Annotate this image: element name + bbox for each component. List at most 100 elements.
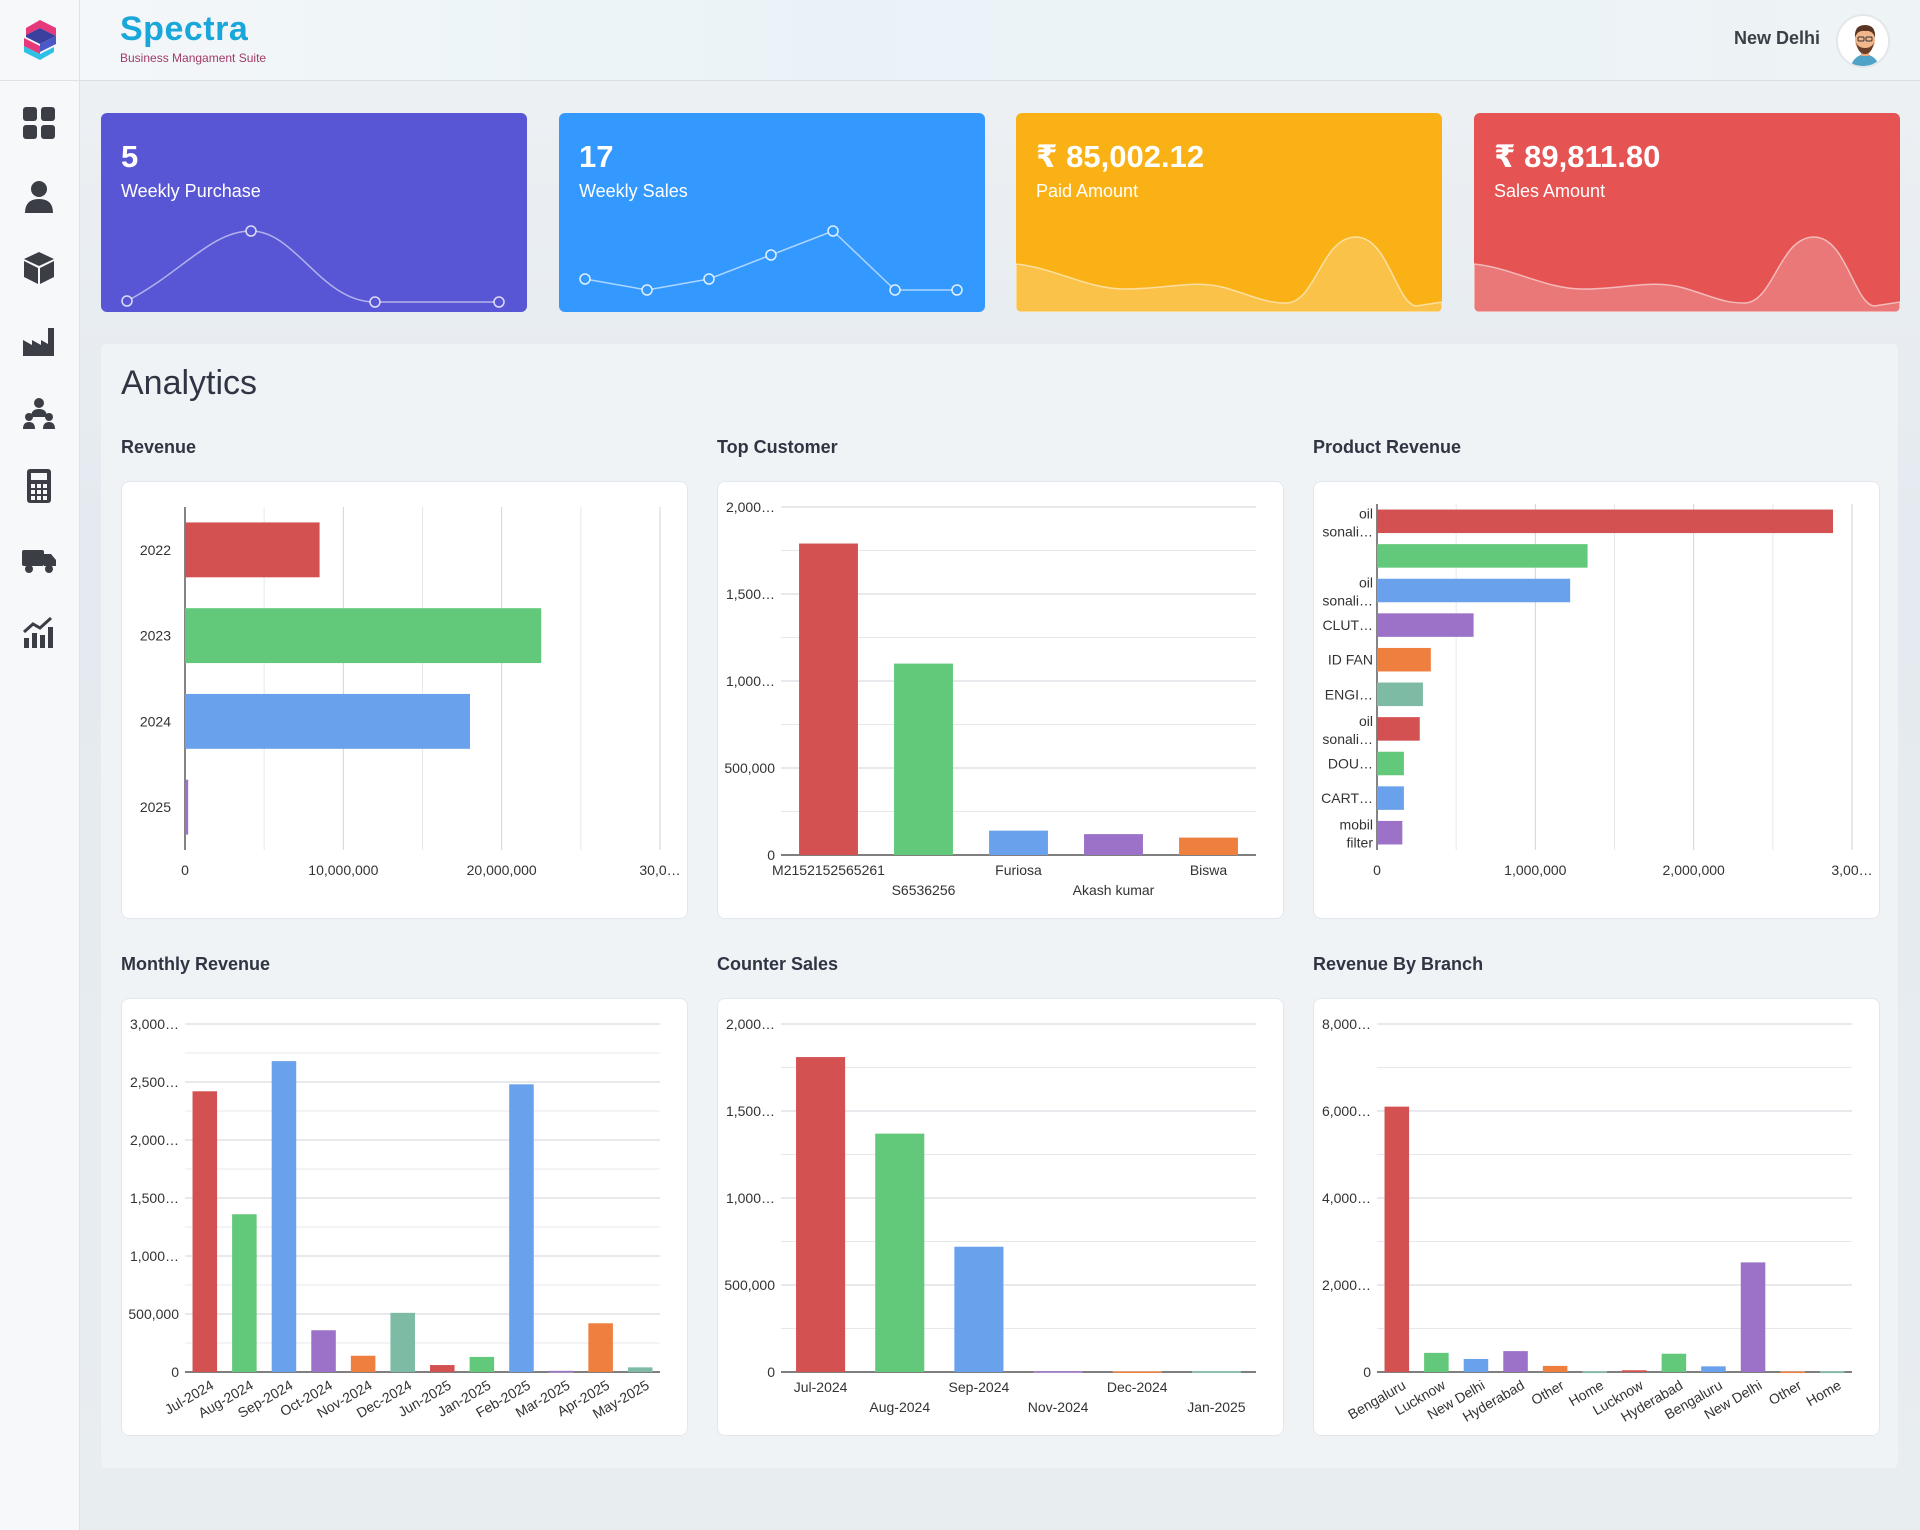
bar[interactable] (1377, 751, 1404, 776)
bar[interactable] (799, 543, 858, 855)
bar[interactable] (627, 1367, 653, 1372)
sidebar-item-delivery-truck[interactable] (20, 540, 58, 578)
bar[interactable] (232, 1214, 257, 1372)
bar[interactable] (1740, 1262, 1766, 1372)
bar[interactable] (1377, 717, 1420, 741)
sidebar-item-growth-chart[interactable] (20, 614, 58, 652)
bar[interactable] (1377, 786, 1404, 810)
category-label: Nov-2024 (1028, 1399, 1089, 1415)
bar[interactable] (1112, 1371, 1162, 1373)
bar[interactable] (894, 663, 953, 855)
bar[interactable] (1542, 1365, 1568, 1372)
tick-label: 500,000 (724, 1277, 775, 1293)
bar[interactable] (185, 522, 320, 578)
bar[interactable] (1582, 1371, 1607, 1374)
chart-product-revenue: 0 1,000,000 2,000,000 3,00… oil sonali… oil son… (1321, 504, 1873, 878)
bar[interactable] (1377, 820, 1403, 845)
sparkline (121, 225, 505, 308)
bar[interactable] (1084, 834, 1143, 855)
tick-label: 500,000 (724, 760, 775, 776)
sidebar-item-box[interactable] (20, 249, 58, 287)
sidebar-item-factory[interactable] (20, 322, 58, 360)
bar[interactable] (796, 1057, 846, 1372)
bar[interactable] (954, 1246, 1004, 1372)
team-icon (23, 398, 55, 429)
category-label: Furiosa (995, 862, 1042, 878)
factory-icon (23, 328, 54, 356)
tick-label: 4,000… (1322, 1190, 1371, 1206)
category-label: 2025 (140, 799, 171, 815)
sparkline-point (369, 296, 381, 308)
user-icon (25, 181, 53, 213)
bar[interactable] (588, 1323, 613, 1372)
bar[interactable] (1377, 509, 1833, 534)
category-label: 2024 (140, 713, 171, 729)
sidebar-item-dashboard-grid[interactable] (20, 104, 58, 142)
bar[interactable] (1384, 1106, 1410, 1372)
bar[interactable] (1033, 1371, 1083, 1373)
bar[interactable] (875, 1133, 925, 1372)
tick-label: 2,000,000 (1663, 862, 1725, 878)
tick-label: 1,500… (726, 586, 775, 602)
analytics-title: Analytics (121, 364, 258, 402)
bar[interactable] (185, 779, 189, 835)
sidebar (0, 0, 80, 1530)
chart-panel-top-customer: 0 500,000 1,000… 1,500… 2,000… M2152152565261… (717, 481, 1284, 919)
bar[interactable] (311, 1330, 336, 1372)
bar[interactable] (469, 1356, 495, 1372)
bar[interactable] (1503, 1351, 1528, 1372)
sidebar-item-user[interactable] (20, 177, 58, 215)
tick-label: 0 (171, 1364, 179, 1380)
category-label: 2023 (140, 628, 171, 644)
tick-label: 20,000,000 (467, 862, 537, 878)
bar[interactable] (390, 1312, 415, 1372)
bar[interactable] (1377, 647, 1431, 672)
bar[interactable] (1661, 1353, 1687, 1372)
stat-value: ₹ 89,811.80 (1494, 139, 1661, 174)
bar[interactable] (1622, 1370, 1647, 1372)
tick-label: 0 (767, 1364, 775, 1380)
sidebar-item-calculator[interactable] (20, 467, 58, 505)
bar[interactable] (1377, 544, 1588, 568)
bar[interactable] (1377, 578, 1571, 603)
category-label: S6536256 (892, 882, 956, 898)
avatar[interactable] (1836, 14, 1890, 68)
bar[interactable] (430, 1365, 455, 1372)
sparkline-point (703, 273, 715, 285)
bar[interactable] (185, 693, 470, 749)
bar[interactable] (1377, 682, 1423, 707)
tick-label: 0 (767, 847, 775, 863)
tick-label: 8,000… (1322, 1016, 1371, 1032)
bar[interactable] (1463, 1358, 1489, 1372)
bar[interactable] (185, 608, 542, 664)
bar[interactable] (1701, 1366, 1726, 1372)
tick-label: 0 (1373, 862, 1381, 878)
bar[interactable] (509, 1084, 534, 1372)
bar[interactable] (1819, 1371, 1845, 1374)
bar[interactable] (1780, 1371, 1805, 1374)
chart-counter-sales: 0 500,000 1,000… 1,500… 2,000… Jul-2024 Aug-20… (724, 1016, 1256, 1415)
category-label: oil (1359, 713, 1373, 729)
sparkline-point (579, 273, 591, 285)
logo[interactable] (0, 0, 80, 81)
tick-label: 1,500… (130, 1190, 179, 1206)
branch-selector[interactable]: New Delhi (1733, 28, 1820, 48)
tick-label: 3,000… (130, 1016, 179, 1032)
bar[interactable] (192, 1091, 218, 1372)
bar[interactable] (271, 1061, 297, 1372)
chart-title: Counter Sales (717, 954, 839, 974)
category-label: M2152152565261 (772, 862, 885, 878)
category-label: CART… (1321, 790, 1373, 806)
sparkline-point (765, 249, 777, 261)
bar[interactable] (1424, 1352, 1449, 1372)
bar[interactable] (1191, 1371, 1241, 1373)
sidebar-item-team[interactable] (20, 395, 58, 433)
bar[interactable] (350, 1355, 376, 1372)
bar[interactable] (1179, 837, 1238, 855)
bar[interactable] (1377, 613, 1474, 637)
bar[interactable] (548, 1370, 574, 1373)
bar[interactable] (989, 830, 1048, 855)
tick-label: 1,500… (726, 1103, 775, 1119)
sparkline-point (827, 225, 839, 237)
category-label: Dec-2024 (1107, 1379, 1168, 1395)
